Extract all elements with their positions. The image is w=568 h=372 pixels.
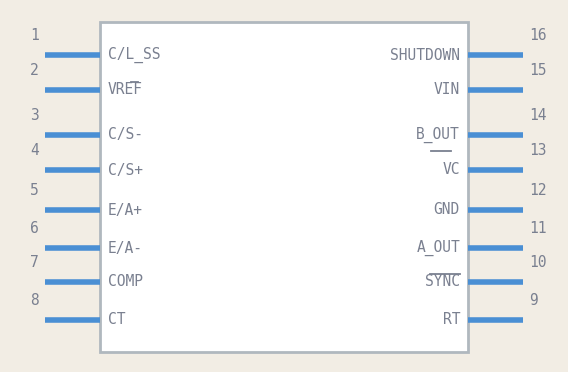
Text: 5: 5: [30, 183, 39, 198]
Text: VREF: VREF: [108, 83, 143, 97]
Text: 14: 14: [529, 108, 546, 123]
Text: C/S+: C/S+: [108, 163, 143, 177]
Text: COMP: COMP: [108, 275, 143, 289]
Text: 8: 8: [30, 293, 39, 308]
Text: 15: 15: [529, 63, 546, 78]
Text: 12: 12: [529, 183, 546, 198]
Text: 9: 9: [529, 293, 538, 308]
Text: VC: VC: [442, 163, 460, 177]
Text: SHUTDOWN: SHUTDOWN: [390, 48, 460, 62]
Text: A_OUT: A_OUT: [416, 240, 460, 256]
Text: 1: 1: [30, 28, 39, 43]
Text: 6: 6: [30, 221, 39, 236]
Bar: [100, 22, 468, 352]
Text: C/L_SS: C/L_SS: [108, 47, 161, 63]
Text: 2: 2: [30, 63, 39, 78]
Text: E/A+: E/A+: [108, 202, 143, 218]
Text: VIN: VIN: [434, 83, 460, 97]
Text: 13: 13: [529, 143, 546, 158]
Text: 4: 4: [30, 143, 39, 158]
Text: GND: GND: [434, 202, 460, 218]
Text: 16: 16: [529, 28, 546, 43]
Text: 11: 11: [529, 221, 546, 236]
Text: 3: 3: [30, 108, 39, 123]
Text: B_OUT: B_OUT: [416, 127, 460, 143]
Text: 7: 7: [30, 255, 39, 270]
Text: 10: 10: [529, 255, 546, 270]
Text: SYNC: SYNC: [425, 275, 460, 289]
Text: E/A-: E/A-: [108, 241, 143, 256]
Text: C/S-: C/S-: [108, 128, 143, 142]
Text: CT: CT: [108, 312, 126, 327]
Text: RT: RT: [442, 312, 460, 327]
